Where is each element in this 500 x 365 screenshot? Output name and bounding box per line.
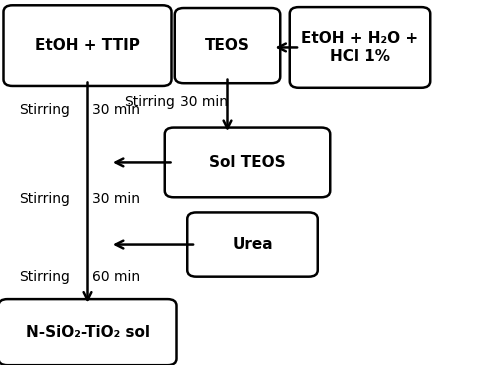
Text: 30 min: 30 min <box>92 103 140 116</box>
Text: Stirring: Stirring <box>19 103 70 116</box>
Text: TEOS: TEOS <box>205 38 250 53</box>
Text: Sol TEOS: Sol TEOS <box>209 155 286 170</box>
Text: EtOH + H₂O +
HCl 1%: EtOH + H₂O + HCl 1% <box>302 31 418 64</box>
FancyBboxPatch shape <box>4 5 172 86</box>
Text: Stirring: Stirring <box>19 192 70 206</box>
FancyBboxPatch shape <box>165 127 330 197</box>
Text: Urea: Urea <box>232 237 273 252</box>
FancyBboxPatch shape <box>187 212 318 277</box>
Text: EtOH + TTIP: EtOH + TTIP <box>35 38 140 53</box>
Text: 60 min: 60 min <box>92 270 140 284</box>
FancyBboxPatch shape <box>0 299 176 365</box>
FancyBboxPatch shape <box>175 8 280 83</box>
Text: Stirring: Stirring <box>19 270 70 284</box>
FancyBboxPatch shape <box>290 7 430 88</box>
Text: 30 min: 30 min <box>92 192 140 206</box>
Text: Stirring: Stirring <box>124 95 175 109</box>
Text: 30 min: 30 min <box>180 95 228 109</box>
Text: N-SiO₂-TiO₂ sol: N-SiO₂-TiO₂ sol <box>26 324 150 340</box>
